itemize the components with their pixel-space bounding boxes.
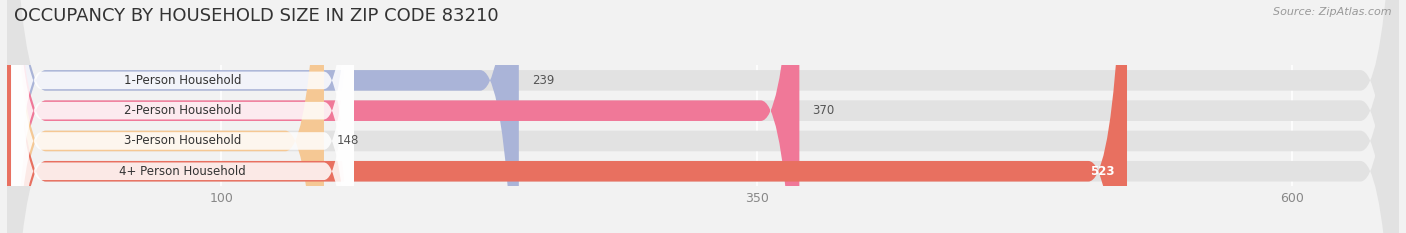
Text: 4+ Person Household: 4+ Person Household [120,165,246,178]
Text: 1-Person Household: 1-Person Household [124,74,242,87]
FancyBboxPatch shape [7,0,519,233]
FancyBboxPatch shape [7,0,1399,233]
FancyBboxPatch shape [11,0,354,233]
FancyBboxPatch shape [11,0,354,233]
FancyBboxPatch shape [11,0,354,233]
FancyBboxPatch shape [7,0,1399,233]
FancyBboxPatch shape [7,0,1128,233]
FancyBboxPatch shape [7,0,800,233]
FancyBboxPatch shape [7,0,1399,233]
Text: 2-Person Household: 2-Person Household [124,104,242,117]
Text: 239: 239 [531,74,554,87]
Text: OCCUPANCY BY HOUSEHOLD SIZE IN ZIP CODE 83210: OCCUPANCY BY HOUSEHOLD SIZE IN ZIP CODE … [14,7,499,25]
Text: 370: 370 [813,104,835,117]
FancyBboxPatch shape [7,0,1399,233]
FancyBboxPatch shape [7,0,323,233]
Text: 523: 523 [1090,165,1114,178]
Text: 3-Person Household: 3-Person Household [124,134,242,147]
Text: 148: 148 [337,134,359,147]
FancyBboxPatch shape [11,0,354,233]
Text: Source: ZipAtlas.com: Source: ZipAtlas.com [1274,7,1392,17]
